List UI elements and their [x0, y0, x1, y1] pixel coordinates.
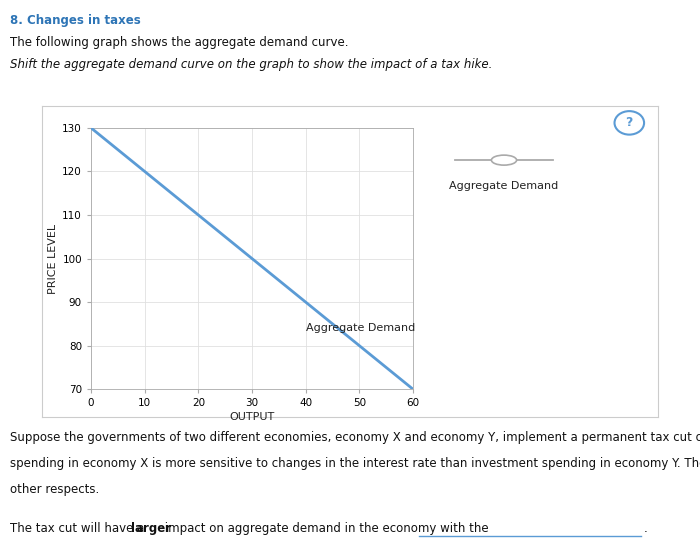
Text: 8. Changes in taxes: 8. Changes in taxes [10, 14, 141, 27]
Y-axis label: PRICE LEVEL: PRICE LEVEL [48, 224, 58, 294]
Text: The tax cut will have a: The tax cut will have a [10, 523, 148, 535]
Text: .: . [644, 523, 648, 535]
Text: Aggregate Demand: Aggregate Demand [306, 323, 415, 333]
X-axis label: OUTPUT: OUTPUT [230, 413, 274, 423]
Text: Shift the aggregate demand curve on the graph to show the impact of a tax hike.: Shift the aggregate demand curve on the … [10, 58, 493, 71]
Text: spending in economy X is more sensitive to changes in the interest rate than inv: spending in economy X is more sensitive … [10, 457, 700, 470]
Text: Suppose the governments of two different economies, economy X and economy Y, imp: Suppose the governments of two different… [10, 431, 700, 444]
Text: ?: ? [626, 116, 633, 130]
Text: impact on aggregate demand in the economy with the: impact on aggregate demand in the econom… [160, 523, 489, 535]
Text: ▼: ▼ [640, 528, 648, 538]
Text: other respects.: other respects. [10, 483, 99, 496]
Text: Aggregate Demand: Aggregate Demand [449, 181, 559, 191]
Text: The following graph shows the aggregate demand curve.: The following graph shows the aggregate … [10, 36, 349, 49]
Text: larger: larger [131, 523, 171, 535]
Circle shape [491, 155, 517, 165]
